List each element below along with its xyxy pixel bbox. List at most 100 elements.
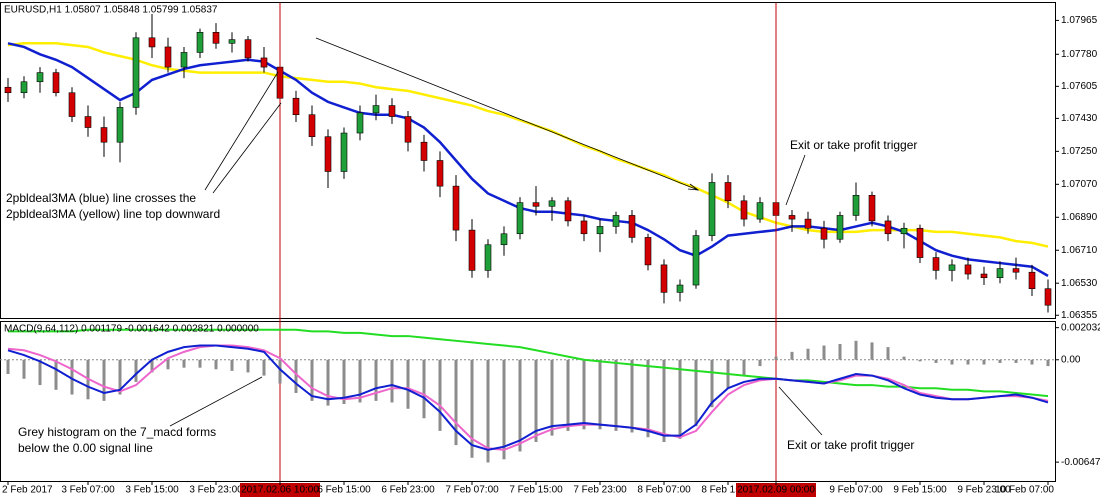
macd-title: MACD(9,64,112) 0.001179 -0.001642 0.0028… bbox=[4, 324, 259, 335]
histogram-bar bbox=[262, 359, 266, 376]
histogram-bar bbox=[662, 359, 666, 442]
candle-body bbox=[916, 227, 924, 258]
x-tick-label: 9 Feb 15:00 bbox=[893, 485, 947, 496]
candle-body bbox=[100, 127, 108, 143]
candle-body bbox=[884, 220, 892, 235]
candle-body bbox=[180, 52, 188, 68]
x-tick-label: 8 Feb 07:00 bbox=[637, 485, 691, 496]
candle-body bbox=[820, 227, 828, 240]
x-tick-label: 2017.02.09 00:00 bbox=[737, 485, 815, 496]
histogram-bar bbox=[102, 359, 106, 401]
annotation: 2pbldeal3MA (blue) line crosses the bbox=[6, 191, 196, 205]
candle-body bbox=[788, 215, 796, 220]
candle-body bbox=[628, 215, 636, 238]
histogram-bar bbox=[134, 359, 138, 382]
y-tick-label: 1.06530 bbox=[1061, 278, 1098, 289]
x-tick-label: 2017.02.06 10:00 bbox=[241, 485, 319, 496]
candle-body bbox=[660, 264, 668, 293]
candle-body bbox=[1044, 288, 1052, 306]
histogram-bar bbox=[278, 359, 282, 384]
histogram-bar bbox=[470, 359, 474, 458]
histogram-bar bbox=[6, 359, 10, 374]
candle-body bbox=[852, 194, 860, 216]
x-tick-label: 2 Feb 2017 bbox=[2, 485, 53, 496]
histogram-bar bbox=[166, 359, 170, 370]
annotation: Exit or take profit trigger bbox=[790, 138, 917, 152]
histogram-bar bbox=[950, 359, 954, 365]
candle-body bbox=[452, 185, 460, 231]
y-tick-label: -0.006476 bbox=[1061, 457, 1100, 468]
candle-body bbox=[340, 132, 348, 172]
histogram-bar bbox=[870, 342, 874, 360]
candle-body bbox=[260, 57, 268, 68]
histogram-bar bbox=[934, 359, 938, 363]
candle-body bbox=[420, 141, 428, 161]
histogram-bar bbox=[806, 348, 810, 360]
histogram-bar bbox=[54, 359, 58, 390]
histogram-bar bbox=[966, 359, 970, 365]
x-tick-label: 7 Feb 07:00 bbox=[445, 485, 499, 496]
histogram-bar bbox=[1030, 359, 1034, 365]
candle-body bbox=[308, 114, 316, 137]
main-frame bbox=[0, 2, 1056, 319]
histogram-bar bbox=[438, 359, 442, 431]
candle-body bbox=[84, 116, 92, 128]
candle-body bbox=[996, 268, 1004, 279]
histogram-bar bbox=[150, 359, 154, 373]
histogram-bar bbox=[918, 359, 922, 362]
candle-body bbox=[692, 235, 700, 286]
histogram-bar bbox=[854, 340, 858, 360]
histogram-bar bbox=[230, 359, 234, 371]
histogram-bar bbox=[774, 356, 778, 360]
histogram-bar bbox=[486, 359, 490, 463]
marks: 1.07965 1.07780 1.07605 1.07430 1.07250 1.070… bbox=[0, 3, 1100, 497]
candle-body bbox=[932, 257, 940, 271]
histogram-bar bbox=[710, 359, 714, 408]
candle-body bbox=[644, 237, 652, 266]
candle-body bbox=[500, 233, 508, 246]
y-tick-label: 1.07250 bbox=[1061, 146, 1098, 157]
x-tick-label: 9 Feb 07:00 bbox=[829, 485, 883, 496]
histogram-bar bbox=[342, 359, 346, 405]
histogram-bar bbox=[214, 359, 218, 370]
macd-frame bbox=[0, 321, 1056, 482]
arrow-head bbox=[687, 183, 700, 191]
arrow bbox=[169, 376, 263, 427]
histogram-bar bbox=[694, 359, 698, 427]
candle-body bbox=[468, 229, 476, 271]
candle-body bbox=[708, 182, 716, 236]
candle-body bbox=[212, 32, 220, 44]
x-tick-label: 6 Feb 15:00 bbox=[317, 485, 371, 496]
annotation: 2pbldeal3MA (yellow) line top downward bbox=[6, 207, 220, 221]
y-tick-label: 1.07965 bbox=[1061, 15, 1098, 26]
candle-body bbox=[36, 72, 44, 83]
histogram-bar bbox=[982, 359, 986, 365]
histogram-bar bbox=[822, 345, 826, 360]
histogram-bar bbox=[1046, 359, 1050, 367]
histogram-bar bbox=[582, 359, 586, 430]
histogram-bar bbox=[758, 359, 762, 367]
histogram-bar bbox=[742, 359, 746, 376]
arrow bbox=[785, 154, 806, 206]
y-tick-label: 1.06355 bbox=[1061, 310, 1098, 321]
arrow bbox=[204, 71, 279, 191]
candle-body bbox=[436, 160, 444, 187]
candle-body bbox=[68, 92, 76, 117]
candle-body bbox=[804, 218, 812, 229]
candle-body bbox=[532, 202, 540, 207]
candle-body bbox=[740, 200, 748, 220]
candle-body bbox=[1012, 268, 1020, 273]
histogram-bar bbox=[678, 359, 682, 439]
line bbox=[8, 328, 1049, 398]
candle-body bbox=[372, 105, 380, 114]
x-tick-label: 9 Feb 23:00 bbox=[957, 485, 1011, 496]
candle-body bbox=[980, 273, 988, 279]
candle-body bbox=[116, 107, 124, 143]
candle-body bbox=[612, 215, 620, 227]
candle-body bbox=[356, 112, 364, 134]
histogram-bar bbox=[422, 359, 426, 419]
x-tick-label: 3 Feb 07:00 bbox=[61, 485, 115, 496]
x-tick-label: 8 Feb 15:00 bbox=[701, 485, 755, 496]
histogram-bar bbox=[38, 359, 42, 386]
